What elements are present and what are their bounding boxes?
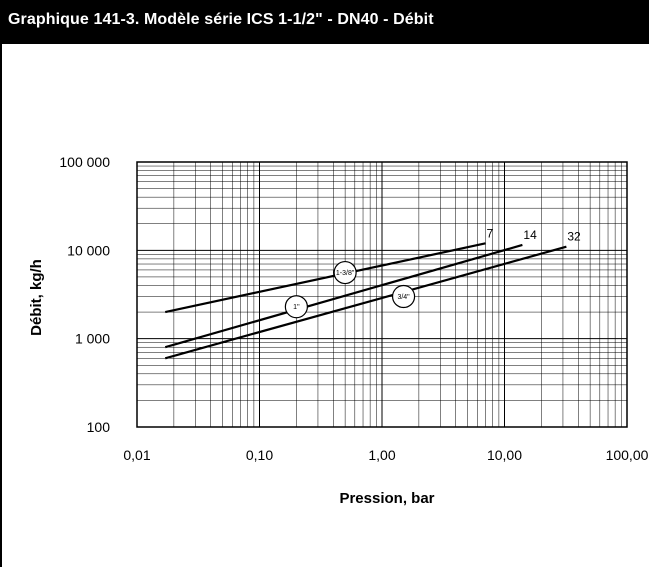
y-tick-label: 100 000 [59,154,110,170]
port-size-bubble [284,295,308,319]
x-tick-label: 100,00 [606,447,649,463]
chart-header: Graphique 141-3. Modèle série ICS 1-1/2"… [0,0,649,44]
port-size-bubble [391,284,416,309]
port-size-label: 3/4" [397,294,410,301]
series-line [164,242,486,314]
flow-chart: 0,01 0,10 1,00 10,00 100,00 100 1 000 10 000 100… [28,154,649,507]
y-tick-label: 1 000 [75,331,110,347]
x-tick-label: 0,10 [246,447,273,463]
chart-title: Graphique 141-3. Modèle série ICS 1-1/2"… [8,11,434,28]
x-tick-label: 10,00 [487,447,522,463]
series-end-label: 7 [487,226,494,240]
x-tick-label: 1,00 [368,447,395,463]
x-tick-label: 0,01 [123,447,150,463]
x-axis-title: Pression, bar [339,490,434,507]
y-axis-title: Débit, kg/h [28,259,45,336]
frame-left-border [0,44,2,567]
port-size-label: 1-3/8" [336,270,355,277]
plot-frame [136,161,628,428]
series-line [164,245,567,360]
series-end-label: 14 [523,228,537,242]
y-tick-label: 10 000 [67,242,110,258]
y-tick-label: 100 [87,419,111,435]
series-line [164,243,523,349]
port-size-label: 1" [293,304,300,311]
port-size-bubble [333,260,357,285]
series-end-label: 32 [567,230,581,244]
